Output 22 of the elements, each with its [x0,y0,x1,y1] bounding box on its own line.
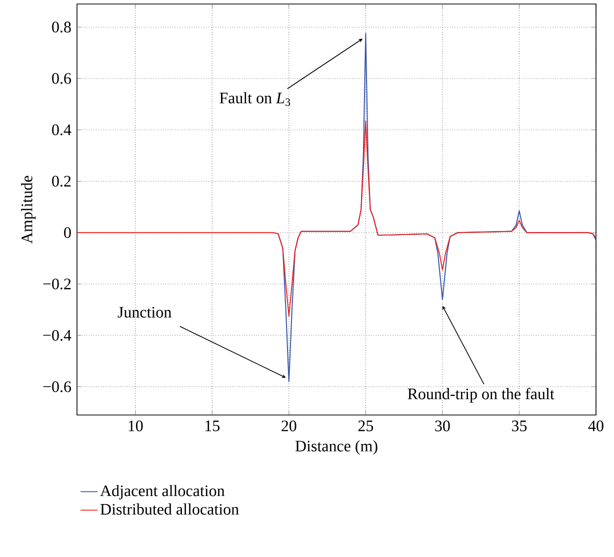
x-tick-label: 40 [588,420,604,432]
y-tick-label: 0.8 [52,22,71,33]
x-tick-label: 15 [206,420,220,432]
x-tick-label: 25 [358,420,374,432]
y-tick-label: 0.2 [52,176,71,187]
x-axis-title: Distance (m) [295,440,378,455]
y-axis-title: Amplitude [21,176,36,244]
y-tick-label: 0 [64,227,71,238]
legend-label: Distributed allocation [100,503,239,515]
x-tick-label: 30 [435,420,450,432]
y-tick-label: −0.2 [43,278,71,290]
x-tick-label: 10 [128,420,143,432]
y-tick-label: 0.4 [52,124,72,136]
y-tick-label: 0.6 [52,73,71,84]
x-tick-label: 20 [282,420,296,432]
x-tick-label: 35 [512,420,527,432]
y-tick-label: −0.4 [43,330,72,341]
y-tick-label: −0.6 [43,381,71,392]
legend-label: Adjacent allocation [100,484,225,500]
annotation: Junction [118,306,172,318]
annotation: Fault on L$_{3}$ [220,92,290,106]
annotation: Round-trip on the fault [408,388,554,403]
